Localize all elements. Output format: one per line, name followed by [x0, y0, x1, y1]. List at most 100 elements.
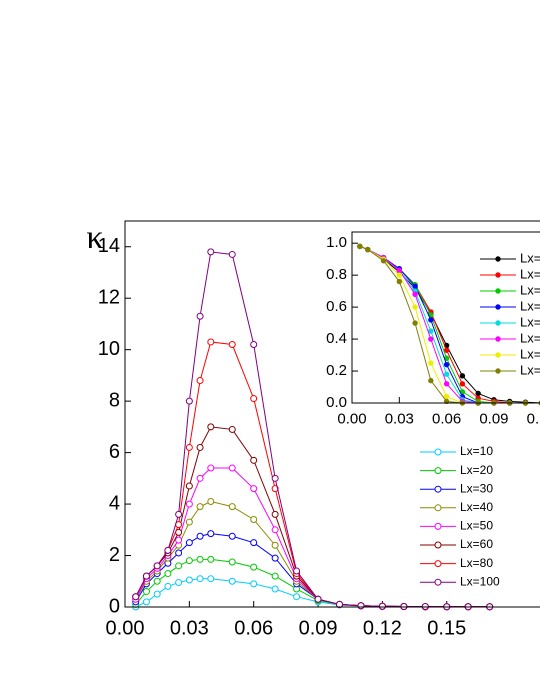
y-tick-label: 0 — [109, 595, 120, 617]
data-point — [250, 341, 258, 349]
data-point — [175, 536, 183, 544]
x-tick-label: 0.06 — [234, 617, 273, 639]
data-point — [175, 510, 183, 518]
data-point — [412, 320, 418, 326]
data-point — [271, 585, 279, 593]
data-point — [443, 381, 450, 387]
data-point — [207, 555, 215, 563]
data-point — [443, 393, 450, 400]
data-point — [196, 575, 204, 583]
legend-marker — [495, 256, 501, 262]
data-point — [196, 312, 204, 320]
series-line — [135, 500, 490, 608]
legend-label: Lx=40 — [520, 298, 540, 313]
x-tick-label: 0.09 — [479, 410, 508, 427]
legend-label: Lx=50 — [520, 314, 540, 329]
data-point — [250, 485, 258, 493]
data-point — [142, 588, 150, 596]
legend-label: Lx=60 — [460, 537, 493, 551]
data-point — [207, 575, 215, 583]
data-point — [175, 549, 183, 557]
data-point — [164, 546, 172, 554]
data-point — [207, 338, 215, 346]
data-point — [271, 572, 279, 580]
x-tick-label: 0.12 — [363, 617, 402, 639]
data-point — [185, 557, 193, 565]
y-tick-label: 0.8 — [326, 266, 347, 283]
data-point — [412, 291, 418, 298]
y-tick-label: 0.6 — [326, 298, 347, 315]
y-tick-label: 10 — [98, 338, 120, 360]
legend-marker — [434, 578, 442, 586]
legend-marker — [434, 504, 442, 512]
data-point — [207, 530, 215, 538]
data-point — [459, 381, 466, 387]
data-point — [378, 602, 386, 610]
data-point — [475, 390, 481, 397]
data-point — [207, 497, 215, 505]
data-point — [196, 443, 204, 451]
data-point — [228, 425, 236, 433]
data-point — [185, 576, 193, 584]
data-point — [443, 361, 450, 368]
data-point — [164, 570, 172, 578]
y-tick-label: 2 — [109, 544, 120, 566]
data-point — [228, 532, 236, 540]
data-point — [271, 554, 279, 562]
data-point — [207, 248, 215, 256]
y-tick-label: 8 — [109, 389, 120, 411]
data-point — [380, 258, 387, 264]
data-point — [443, 347, 450, 353]
data-point — [228, 341, 236, 349]
legend-marker — [495, 320, 501, 326]
legend-label: Lx=100 — [460, 574, 500, 588]
legend-marker — [434, 467, 442, 475]
data-point — [271, 526, 279, 534]
data-point — [196, 532, 204, 540]
x-tick-label: 0.03 — [170, 617, 209, 639]
legend-label: Lx=10 — [520, 250, 540, 265]
data-point — [207, 423, 215, 431]
legend-label: Lx=20 — [460, 463, 493, 477]
data-point — [271, 541, 279, 549]
legend-marker — [495, 304, 501, 310]
data-point — [412, 283, 418, 290]
data-point — [153, 590, 161, 598]
data-point — [185, 500, 193, 508]
y-axis-label: κ — [86, 219, 103, 256]
legend-marker — [495, 288, 501, 294]
y-tick-label: 0.2 — [326, 362, 347, 379]
data-point — [228, 503, 236, 511]
legend-label: Lx=60 — [520, 330, 540, 345]
legend-label: Lx=20 — [520, 266, 540, 281]
data-point — [228, 558, 236, 566]
x-tick-label: 0.00 — [337, 410, 366, 427]
data-point — [271, 510, 279, 518]
x-tick-label: 0.12 — [527, 410, 540, 427]
legend-label: Lx=40 — [460, 500, 493, 514]
legend-marker — [434, 448, 442, 456]
data-point — [250, 456, 258, 464]
x-tick-label: 0.15 — [427, 617, 466, 639]
y-tick-label: 14 — [98, 235, 120, 257]
legend-marker — [434, 522, 442, 530]
data-point — [428, 328, 434, 334]
data-point — [207, 464, 215, 472]
data-point — [365, 246, 371, 253]
data-point — [185, 482, 193, 490]
data-point — [175, 562, 183, 570]
data-point — [396, 278, 403, 285]
data-point — [250, 395, 258, 403]
legend-marker — [495, 336, 501, 342]
data-point — [250, 539, 258, 547]
data-point — [228, 464, 236, 472]
data-point — [293, 567, 301, 575]
x-tick-label: 0.06 — [432, 410, 461, 427]
data-point — [196, 377, 204, 385]
x-tick-label: 0.09 — [299, 617, 338, 639]
data-point — [196, 503, 204, 511]
data-point — [293, 593, 301, 601]
data-point — [459, 373, 466, 379]
plot-frame — [124, 220, 540, 608]
data-point — [357, 243, 363, 250]
